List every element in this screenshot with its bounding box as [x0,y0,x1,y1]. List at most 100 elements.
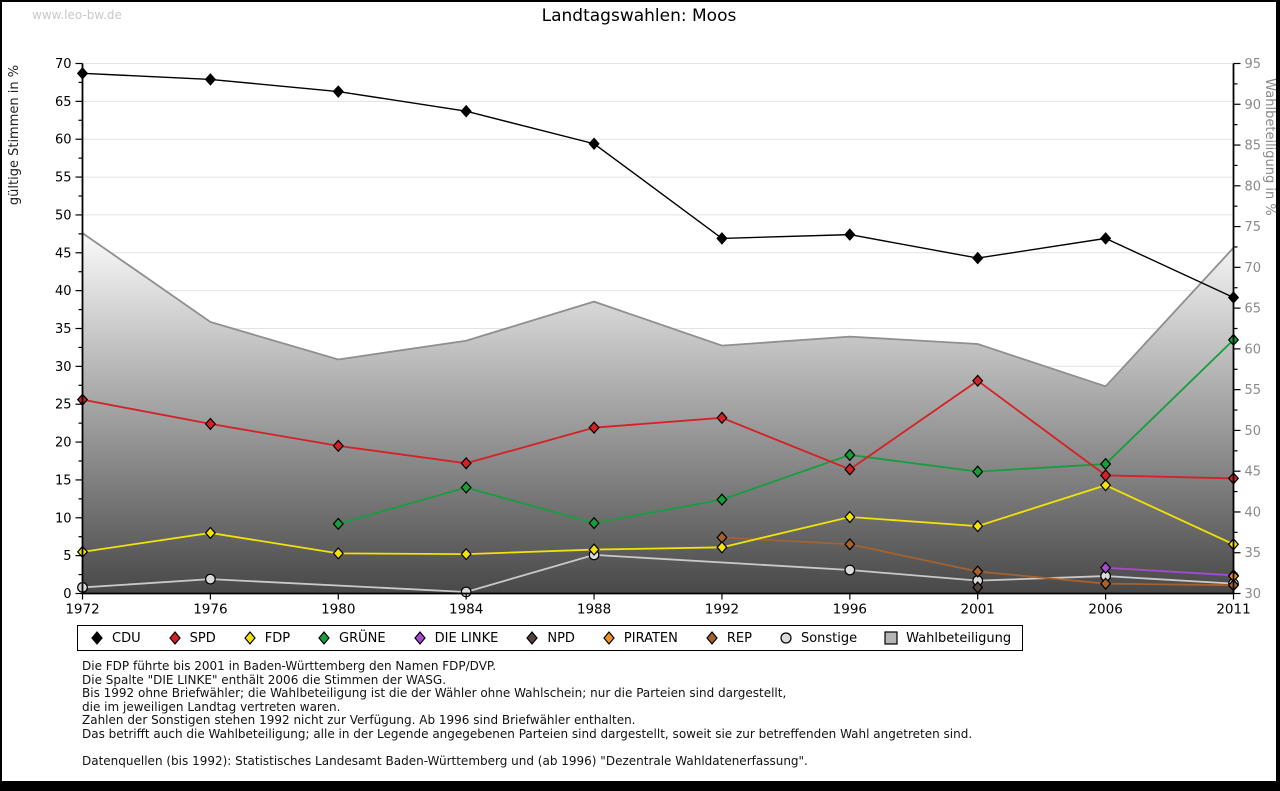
x-tick-label: 2001 [961,602,995,618]
data-point [332,85,344,98]
series-line [82,72,1234,299]
data-point [204,573,216,585]
right-tick-label: 65 [1245,302,1262,317]
footnote-line [82,742,972,756]
footnotes: Die FDP führte bis 2001 in Baden-Württem… [82,659,973,769]
x-tick-label: 2011 [1216,602,1250,618]
legend-item-piraten: PIRATEN [601,630,678,646]
left-tick-label: 45 [55,246,72,261]
right-tick-label: 75 [1245,220,1262,235]
data-point [588,516,600,530]
diamond-marker-icon [526,631,539,645]
right-tick-label: 85 [1245,139,1262,154]
footnote-line: Bis 1992 ohne Briefwähler; die Wahlbetei… [82,686,787,701]
x-tick-label: 1984 [449,602,483,618]
right-tick-label: 50 [1245,424,1262,439]
legend-item-cdu: CDU [89,630,141,646]
data-point [1100,577,1112,590]
footnote-line: Das betrifft auch die Wahlbeteiligung; a… [82,726,973,741]
page-title: Landtagswahlen: Moos [541,6,737,26]
legend-label: GRÜNE [339,630,386,646]
data-point [332,517,344,531]
participation-area [82,233,1234,594]
chart-canvas: 0 5 10 15 20 25 30 35 40 45 50 55 60 65 70 30 35 40 45 50 55… [7,57,1277,618]
legend-label: REP [726,630,752,646]
x-tick-label: 1988 [577,602,611,618]
right-tick-label: 80 [1245,179,1262,194]
legend-item-spd: SPD [167,630,216,646]
legend-item-die-linke: DIE LINKE [412,630,499,646]
data-point [1100,232,1112,245]
x-tick-label: 2006 [1088,602,1122,618]
data-point [588,543,600,556]
data-point [204,73,216,86]
data-point [204,526,216,540]
right-tick-label: 70 [1245,261,1262,276]
left-tick-label: 15 [55,473,72,488]
data-point [972,565,984,578]
legend-item-rep: REP [704,630,752,646]
left-tick-label: 20 [55,436,72,451]
diamond-marker-icon [706,631,718,645]
data-point [844,448,856,462]
right-axis-title: Wahlbeteiligung in % [1262,78,1277,215]
left-tick-label: 5 [63,549,71,564]
diamond-marker-icon [91,631,103,645]
data-point [460,456,472,470]
x-tick-label: 1972 [65,602,99,618]
data-point [588,421,600,434]
legend-label: DIE LINKE [434,630,499,646]
data-point [844,463,856,476]
series-grüne [332,333,1240,531]
x-tick-label: 1976 [193,602,227,618]
data-point [460,481,472,494]
series-line [1105,566,1234,577]
footnote-line: die im jeweiligen Landtag vertreten ware… [82,699,341,714]
legend-item-wahlbeteiligung: Wahlbeteiligung [883,630,1011,646]
legend-item-sonstige: Sonstige [778,630,857,646]
data-point [1100,478,1112,492]
left-tick-label: 40 [55,284,72,299]
right-tick-label: 95 [1245,57,1262,72]
right-tick-label: 90 [1245,98,1262,113]
data-point [332,547,344,560]
circle-marker-icon [780,632,792,644]
left-tick-label: 60 [55,133,72,148]
left-tick-label: 50 [55,208,72,223]
right-tick-label: 35 [1245,546,1262,561]
data-point [1100,469,1112,482]
left-tick-label: 25 [55,398,72,413]
data-point [460,104,472,118]
participation-outline [81,232,1235,388]
x-tick-label: 1980 [321,602,355,618]
footnote-line: Datenquellen (bis 1992): Statistisches L… [82,754,808,769]
diamond-marker-icon [243,631,256,645]
data-point [844,564,856,576]
legend-label: Wahlbeteiligung [906,630,1012,646]
left-tick-label: 70 [55,57,72,72]
data-point [844,537,856,551]
diamond-marker-icon [413,631,426,645]
data-point [716,411,728,425]
left-tick-label: 0 [63,587,71,602]
legend-label: PIRATEN [623,630,678,646]
legend-item-fdp: FDP [242,630,290,646]
series-line [82,379,1234,480]
data-point [716,541,728,554]
diamond-marker-icon [603,631,615,645]
left-tick-label: 55 [55,171,72,186]
legend-label: CDU [112,630,141,646]
right-tick-label: 60 [1245,342,1262,357]
series-line [338,339,1235,525]
left-axis-title: gültige Stimmen in % [7,65,22,205]
legend: CDU SPD FDP GRÜNE DIE LINKE NPD PIRATEN REP Sons… [77,625,1024,651]
legend-label: SPD [189,630,216,646]
watermark: www.leo-bw.de [32,8,122,22]
series-line [82,484,1234,556]
right-tick-label: 55 [1245,383,1262,398]
data-point [972,251,984,265]
right-tick-label: 40 [1245,505,1262,520]
footnote-line: Die Spalte "DIE LINKE" enthält 2006 die … [82,672,447,687]
legend-item-npd: NPD [524,630,575,646]
